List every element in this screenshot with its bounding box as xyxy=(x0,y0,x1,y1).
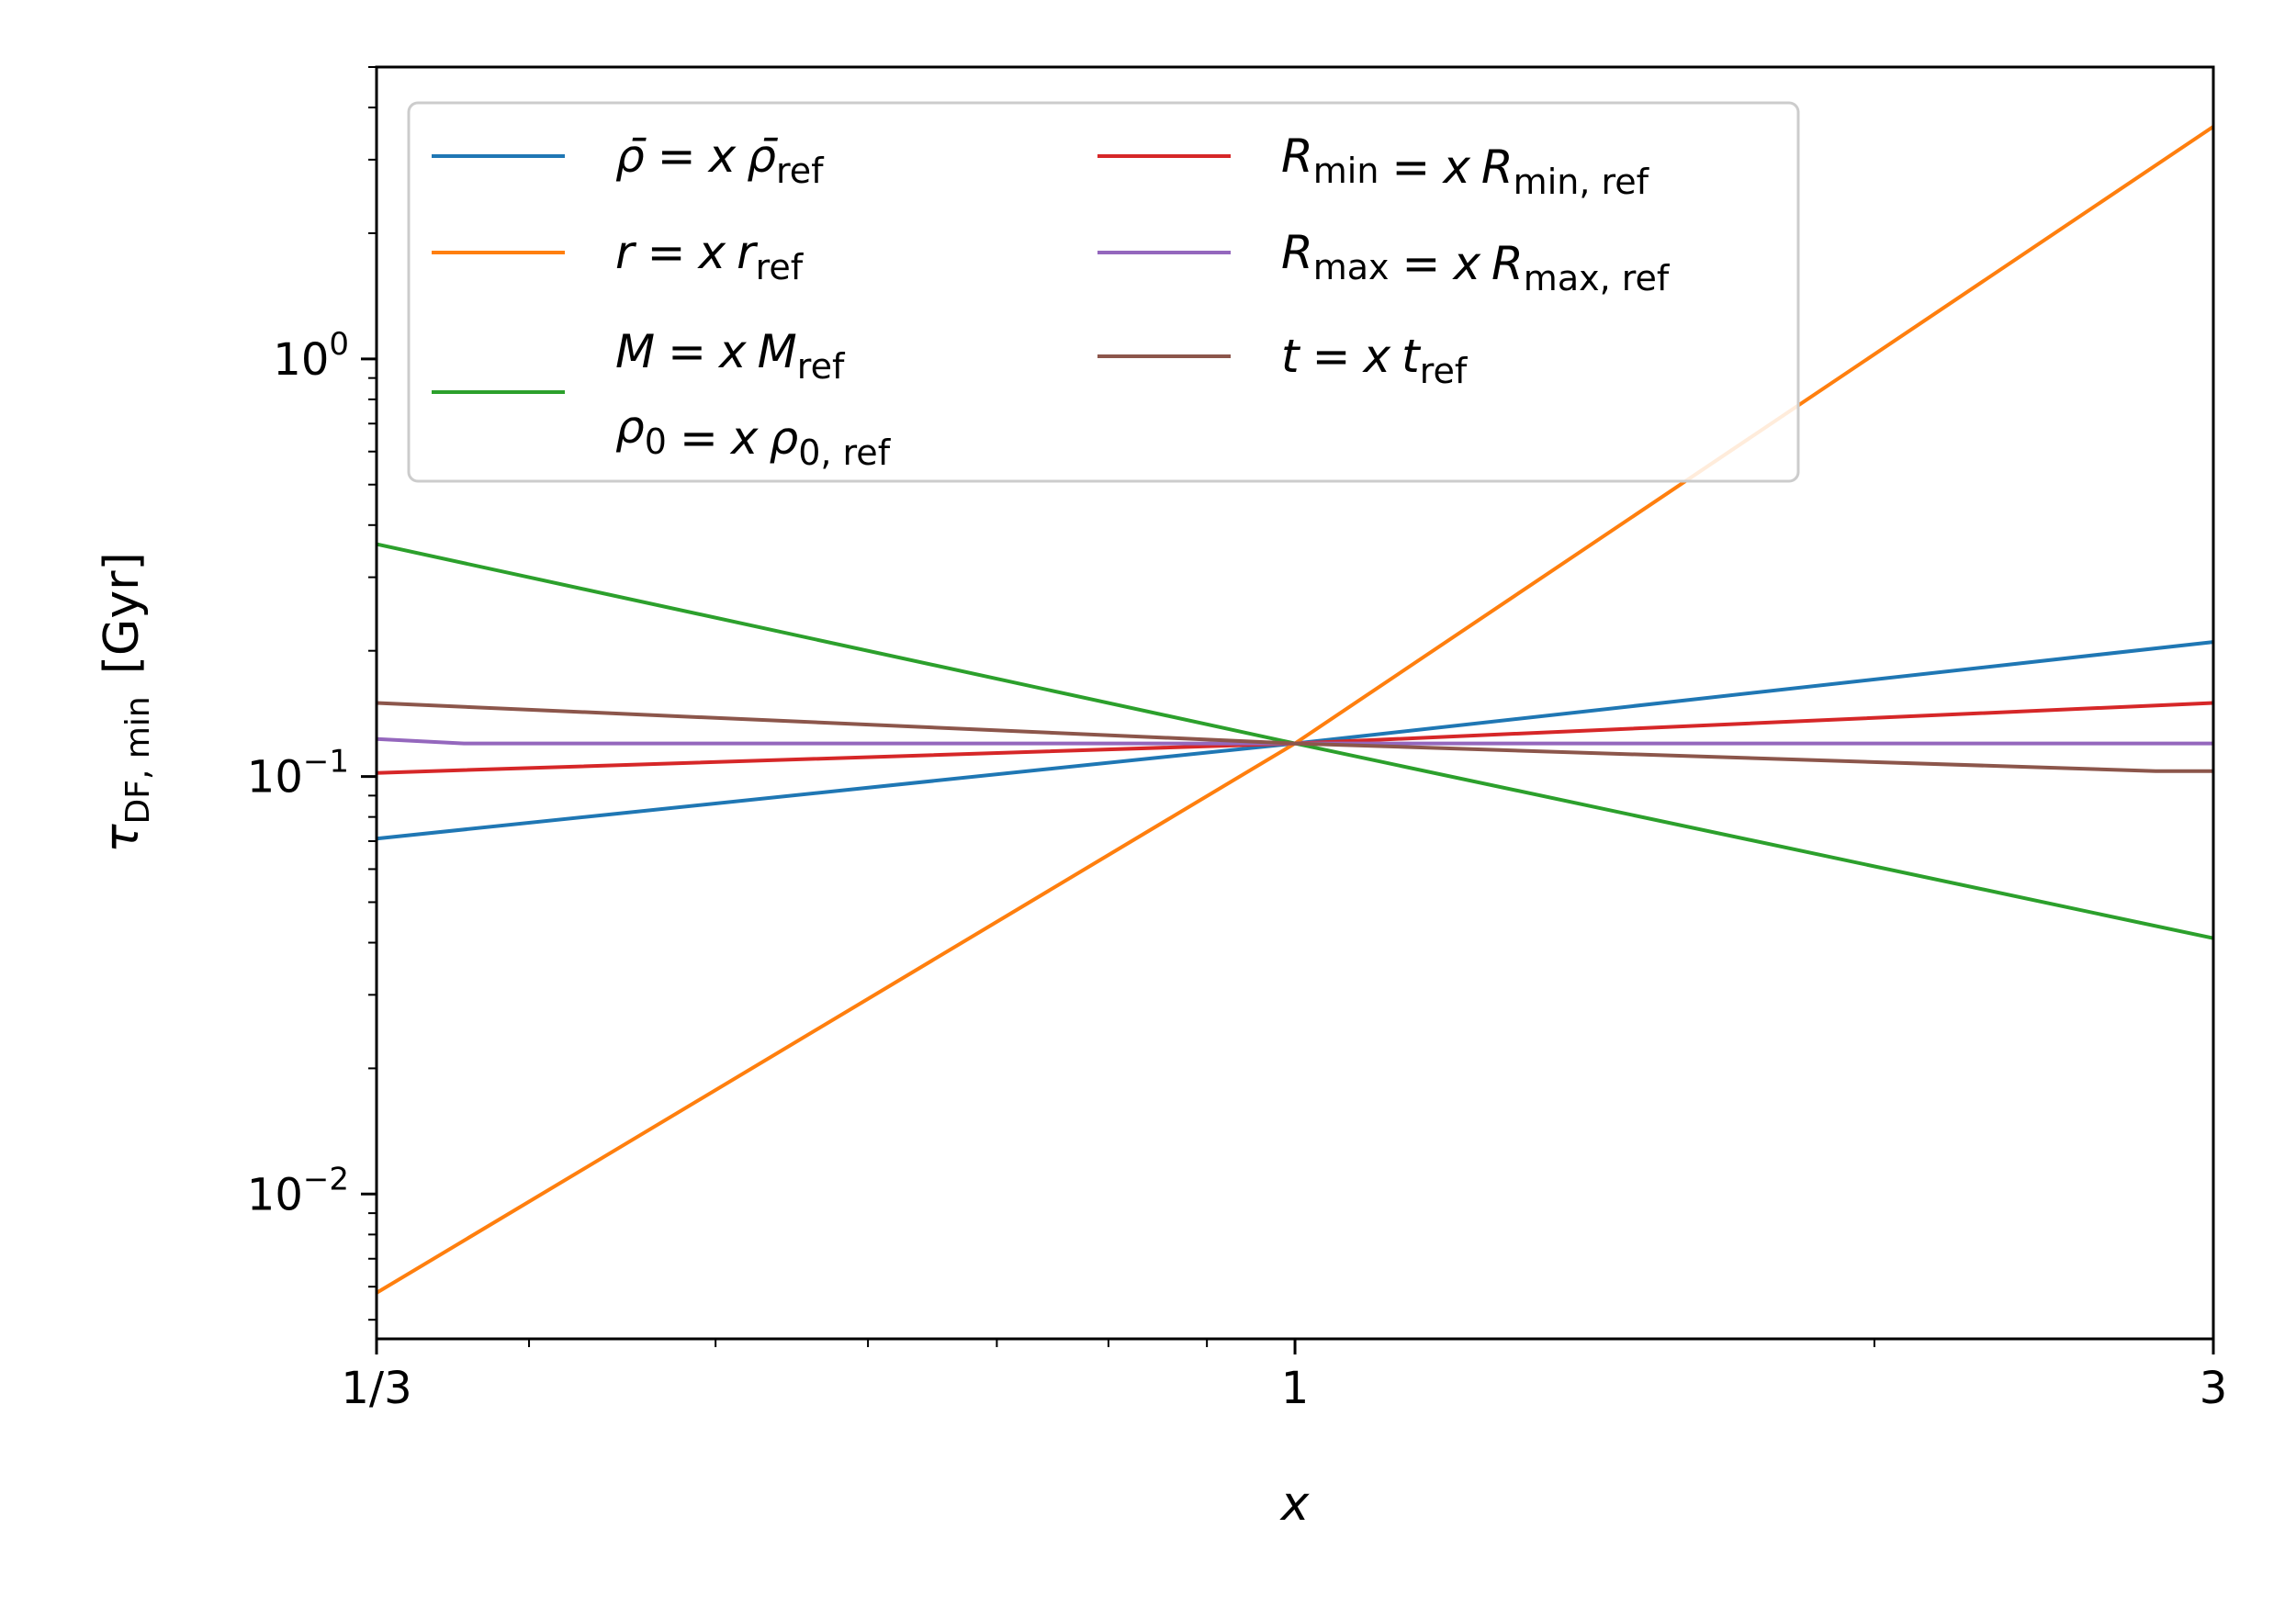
y-tick-label: 10−1 xyxy=(247,744,349,804)
legend-label: M = x Mref xyxy=(615,325,846,387)
legend-label: Rmax = x Rmax, ref xyxy=(1281,226,1671,298)
legend-label: Rmin = x Rmin, ref xyxy=(1281,129,1650,202)
x-tick-label: 1/3 xyxy=(341,1363,411,1414)
legend-label: r = x rref xyxy=(615,226,805,287)
ticks-layer: 10−2 10−1 100 1/3 1 3 xyxy=(247,66,2228,1414)
series-line-Rmax xyxy=(376,736,2213,746)
legend: ρ̄ = x ρ̄ref r = x rref M = x Mref ρ0 = x ρ0, ref Rmin = x… xyxy=(407,101,1800,483)
series-line-t xyxy=(376,701,2213,773)
axis-labels: x τDF, min[Gyr] xyxy=(95,552,1311,1532)
legend-label: ρ0 = x ρ0, ref xyxy=(615,400,892,473)
legend-box xyxy=(407,101,1800,483)
y-tick-label: 10−2 xyxy=(247,1161,349,1220)
legend-label: ρ̄ = x ρ̄ref xyxy=(615,129,825,191)
x-tick-label: 3 xyxy=(2200,1363,2228,1414)
series-layer xyxy=(375,125,2215,1295)
legend-label: t = x tref xyxy=(1281,330,1469,391)
y-tick-label: 100 xyxy=(273,326,349,386)
x-tick-label: 1 xyxy=(1281,1363,1310,1414)
x-axis-label: x xyxy=(1279,1477,1311,1532)
y-axis-label: τDF, min[Gyr] xyxy=(95,552,157,853)
plot-frame xyxy=(375,65,2215,1341)
